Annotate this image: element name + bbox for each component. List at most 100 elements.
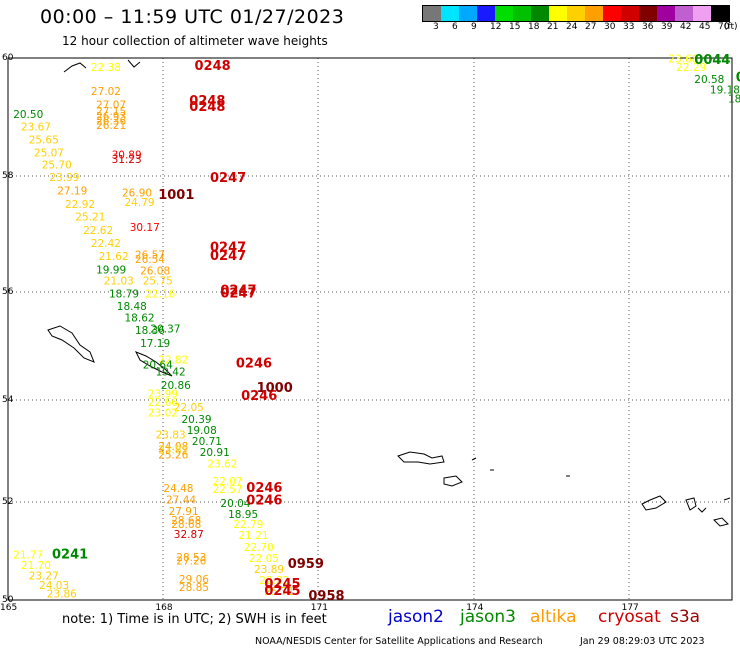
wave-height-label: 24.48 <box>163 483 193 495</box>
wave-height-label: 27.44 <box>166 495 196 507</box>
wave-height-label: 21.62 <box>99 251 129 263</box>
wave-height-label: 29.06 <box>179 574 209 586</box>
wave-height-label: 21.03 <box>104 276 134 288</box>
latitude-label: 54 <box>2 395 14 405</box>
map-frame <box>7 57 733 601</box>
pass-time-label: 0044 <box>694 53 730 68</box>
wave-height-label: 23.27 <box>29 570 59 582</box>
longitude-label: 171 <box>311 603 328 613</box>
latitude-label: 50 <box>2 595 14 605</box>
wave-height-label: 18.5 <box>728 93 740 105</box>
pass-time-label: 1001 <box>158 188 194 203</box>
wave-height-label: 22.05 <box>249 553 279 565</box>
colorbar-tick: 33 <box>623 22 635 32</box>
wave-height-label: 23.68 <box>668 54 698 66</box>
wave-height-label: 26.21 <box>96 120 126 132</box>
wave-height-label: 23.99 <box>148 388 178 400</box>
wave-height-label: 24.08 <box>158 441 188 453</box>
wave-height-label: 28.68 <box>171 519 201 531</box>
wave-height-label: 22.82 <box>259 575 289 587</box>
wave-height-label: 25.65 <box>29 135 59 147</box>
longitude-label: 165 <box>0 603 17 613</box>
wave-height-label: 26.93 <box>96 111 126 123</box>
wave-height-label: 23.67 <box>21 122 51 134</box>
wave-height-label: 20.58 <box>694 74 724 86</box>
wave-height-label: 31.23 <box>112 154 142 166</box>
wave-height-label: 25.75 <box>143 276 173 288</box>
longitude-label: 174 <box>466 603 483 613</box>
legend-s3a: s3a <box>670 607 701 627</box>
colorbar-swatch <box>711 6 729 21</box>
colorbar-tick: 9 <box>471 22 477 32</box>
wave-height-label: 26.36 <box>96 116 126 128</box>
colorbar-swatch <box>657 6 675 21</box>
wave-height-label: 22.92 <box>65 199 95 211</box>
colorbar-swatch <box>513 6 531 21</box>
pass-time-label: 0241 <box>52 547 88 562</box>
latitude-label: 58 <box>2 171 14 181</box>
pass-time-label: 0245 <box>264 577 300 592</box>
wave-height-label: 25.71 <box>264 586 294 598</box>
wave-height-label: 19.99 <box>96 264 126 276</box>
units-note: note: 1) Time is in UTC; 2) SWH is in fe… <box>62 612 327 627</box>
pass-time-label: 0247 <box>210 171 246 186</box>
wave-height-label: 26.08 <box>140 266 170 278</box>
colorbar-tick: 18 <box>528 22 540 32</box>
wave-height-label: 27.07 <box>96 100 126 112</box>
wave-height-label: 25.26 <box>158 450 188 462</box>
pass-time-label: 0246 <box>241 389 277 404</box>
colorbar-tick: 24 <box>566 22 578 32</box>
wave-height-label: 18.48 <box>117 301 147 313</box>
colorbar-tick: 42 <box>680 22 692 32</box>
pass-time-label: 0247 <box>220 284 256 299</box>
pass-time-label: 0959 <box>288 557 324 572</box>
wave-height-colorbar <box>422 5 730 22</box>
legend-altika: altika <box>530 607 577 627</box>
wave-height-label: 22.16 <box>145 288 175 300</box>
wave-height-label: 22.82 <box>158 354 188 366</box>
pass-time-label: 0958 <box>308 589 344 604</box>
wave-height-label: 26.57 <box>135 249 165 261</box>
wave-height-label: 20.37 <box>150 324 180 336</box>
wave-height-label: 23.02 <box>148 407 178 419</box>
wave-height-label: 27.19 <box>57 186 87 198</box>
wave-height-label: 26.90 <box>122 187 152 199</box>
colorbar-swatch <box>675 6 693 21</box>
wave-height-label: 18.62 <box>125 313 155 325</box>
wave-height-label: 25.70 <box>42 159 72 171</box>
colorbar-swatch <box>495 6 513 21</box>
wave-height-label: 28.85 <box>179 582 209 594</box>
wave-height-label: 27.15 <box>96 106 126 118</box>
wave-height-label: 21.21 <box>239 530 269 542</box>
colorbar-unit-label: (ft) <box>724 22 738 32</box>
wave-height-label: 18.95 <box>228 509 258 521</box>
colorbar-tick: 36 <box>642 22 654 32</box>
colorbar-swatch <box>603 6 621 21</box>
wave-height-label: 24.03 <box>39 580 69 592</box>
wave-height-label: 32.87 <box>174 529 204 541</box>
wave-height-label: 23.99 <box>49 172 79 184</box>
pass-time-label: 0247 <box>210 240 246 255</box>
wave-height-label: 20.71 <box>192 436 222 448</box>
wave-height-label: 27.26 <box>176 556 206 568</box>
wave-height-label: 21.77 <box>13 549 43 561</box>
wave-height-label: 23.86 <box>47 589 77 601</box>
colorbar-swatch <box>441 6 459 21</box>
colorbar-tick: 6 <box>452 22 458 32</box>
colorbar-swatch <box>567 6 585 21</box>
wave-height-label: 18.36 <box>135 325 165 337</box>
longitude-label: 177 <box>622 603 639 613</box>
wave-height-label: 28.68 <box>171 515 201 527</box>
wave-height-label: 22.38 <box>91 62 121 74</box>
colorbar-swatch <box>621 6 639 21</box>
colorbar-swatch <box>693 6 711 21</box>
wave-height-label: 27.91 <box>169 506 199 518</box>
legend-jason2: jason2 <box>388 607 444 627</box>
wave-height-label: 19.08 <box>187 425 217 437</box>
colorbar-swatch <box>423 6 441 21</box>
colorbar-tick: 27 <box>585 22 597 32</box>
wave-height-label: 22.62 <box>83 225 113 237</box>
wave-height-label: 27.02 <box>91 86 121 98</box>
